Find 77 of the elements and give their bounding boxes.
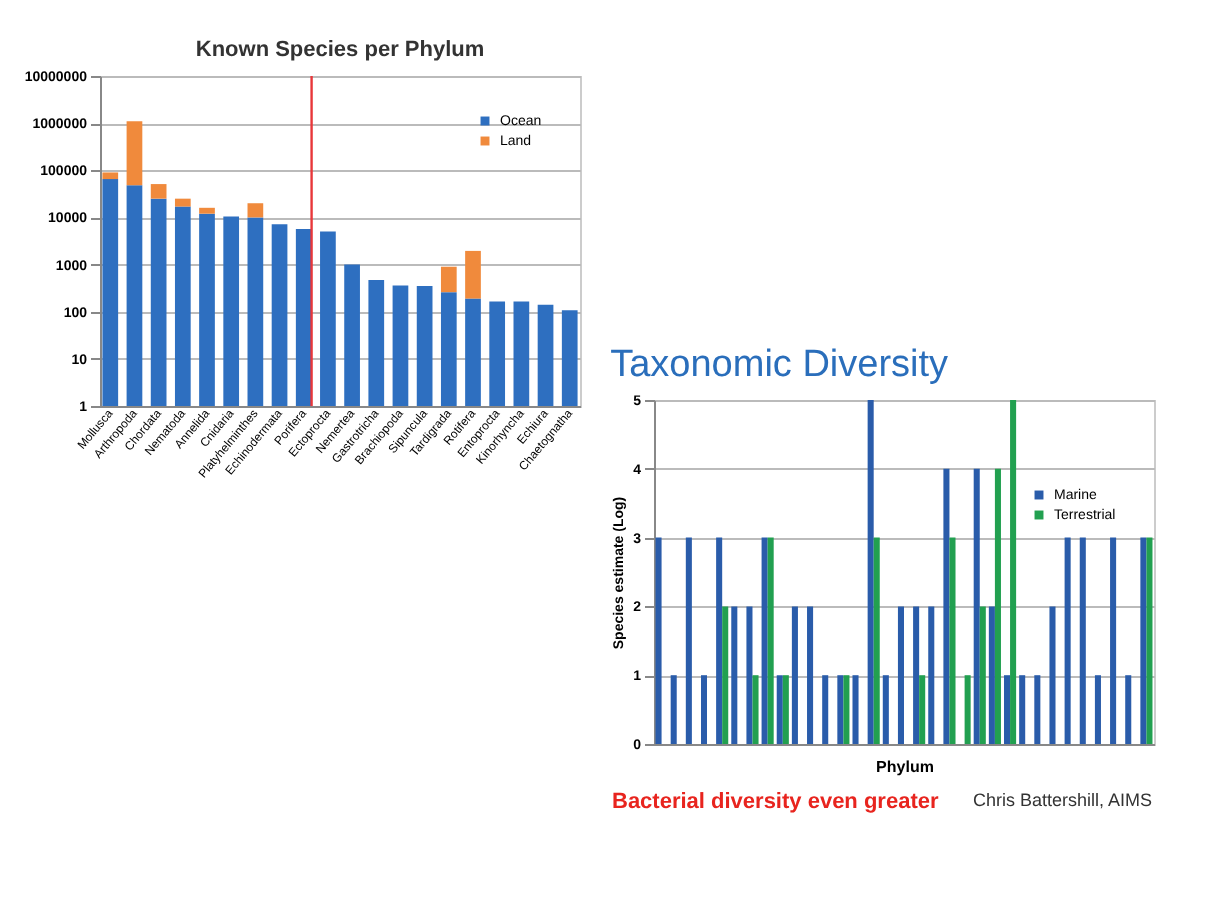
- bar: [791, 606, 798, 744]
- bar: [1019, 675, 1026, 744]
- x-axis-title: Phylum: [876, 757, 934, 776]
- bar: [761, 537, 768, 744]
- bar: [247, 217, 264, 406]
- bar: [150, 184, 167, 199]
- bar: [843, 675, 850, 744]
- bar: [537, 304, 554, 406]
- bar: [782, 675, 789, 744]
- bar: [913, 606, 920, 744]
- bar: [1004, 675, 1011, 744]
- bar: [776, 675, 783, 744]
- bar: [867, 400, 874, 744]
- bar: [344, 264, 360, 406]
- bar: [700, 675, 708, 744]
- bar: [223, 216, 240, 406]
- bar: [465, 298, 481, 406]
- bar: [949, 537, 956, 744]
- text: Chris Battershill, AIMS: [972, 790, 1152, 814]
- bar: [150, 198, 167, 406]
- bar: [964, 675, 971, 744]
- bar: [126, 121, 143, 186]
- bar: [1064, 537, 1071, 744]
- bar: [731, 606, 738, 744]
- bar: [1079, 537, 1086, 744]
- bar: [1034, 675, 1041, 744]
- bar: [199, 207, 215, 214]
- bar: [1049, 606, 1056, 744]
- bar: [746, 606, 753, 744]
- bar: [489, 301, 506, 406]
- bar: [994, 468, 1001, 744]
- bar: [716, 537, 723, 744]
- bar: [928, 606, 935, 744]
- bar: [837, 675, 844, 744]
- bar: [102, 179, 119, 406]
- bar: [271, 224, 288, 406]
- bar: [1125, 675, 1132, 744]
- bar: [126, 185, 143, 406]
- bar: [174, 206, 191, 406]
- bar: [513, 301, 530, 406]
- bar: [1094, 675, 1101, 744]
- bar: [199, 213, 215, 406]
- bar: [943, 468, 950, 744]
- bar: [973, 468, 980, 744]
- bar: [320, 231, 336, 406]
- bar: [247, 203, 264, 218]
- bar: [368, 280, 385, 406]
- bar: [1140, 537, 1147, 744]
- bar: [852, 675, 859, 744]
- bar: [685, 537, 692, 744]
- bar: [465, 250, 481, 299]
- bar: [440, 292, 457, 406]
- bar: [1146, 537, 1153, 744]
- chart-title: Known Species per Phylum: [195, 38, 485, 62]
- bar: [807, 606, 814, 744]
- bar: [440, 266, 457, 293]
- bar: [722, 606, 729, 744]
- bar: [174, 198, 191, 207]
- bar: [392, 285, 409, 406]
- bar: [897, 606, 904, 744]
- bar: [873, 537, 880, 744]
- text: Bacterial diversity even greater: [612, 790, 939, 814]
- bar: [416, 286, 433, 406]
- bar: [919, 675, 926, 744]
- bar: [670, 675, 677, 744]
- bar: [102, 172, 119, 180]
- bar: [1110, 537, 1117, 744]
- bar: [752, 675, 759, 744]
- bar: [767, 537, 774, 744]
- bar: [988, 606, 995, 744]
- bar: [561, 310, 578, 406]
- bar: [1010, 400, 1017, 744]
- bar: [882, 675, 889, 744]
- bar: [822, 675, 829, 744]
- bar: [979, 606, 986, 744]
- bar: [655, 537, 662, 744]
- chart-title: Taxonomic Diversity: [610, 344, 950, 386]
